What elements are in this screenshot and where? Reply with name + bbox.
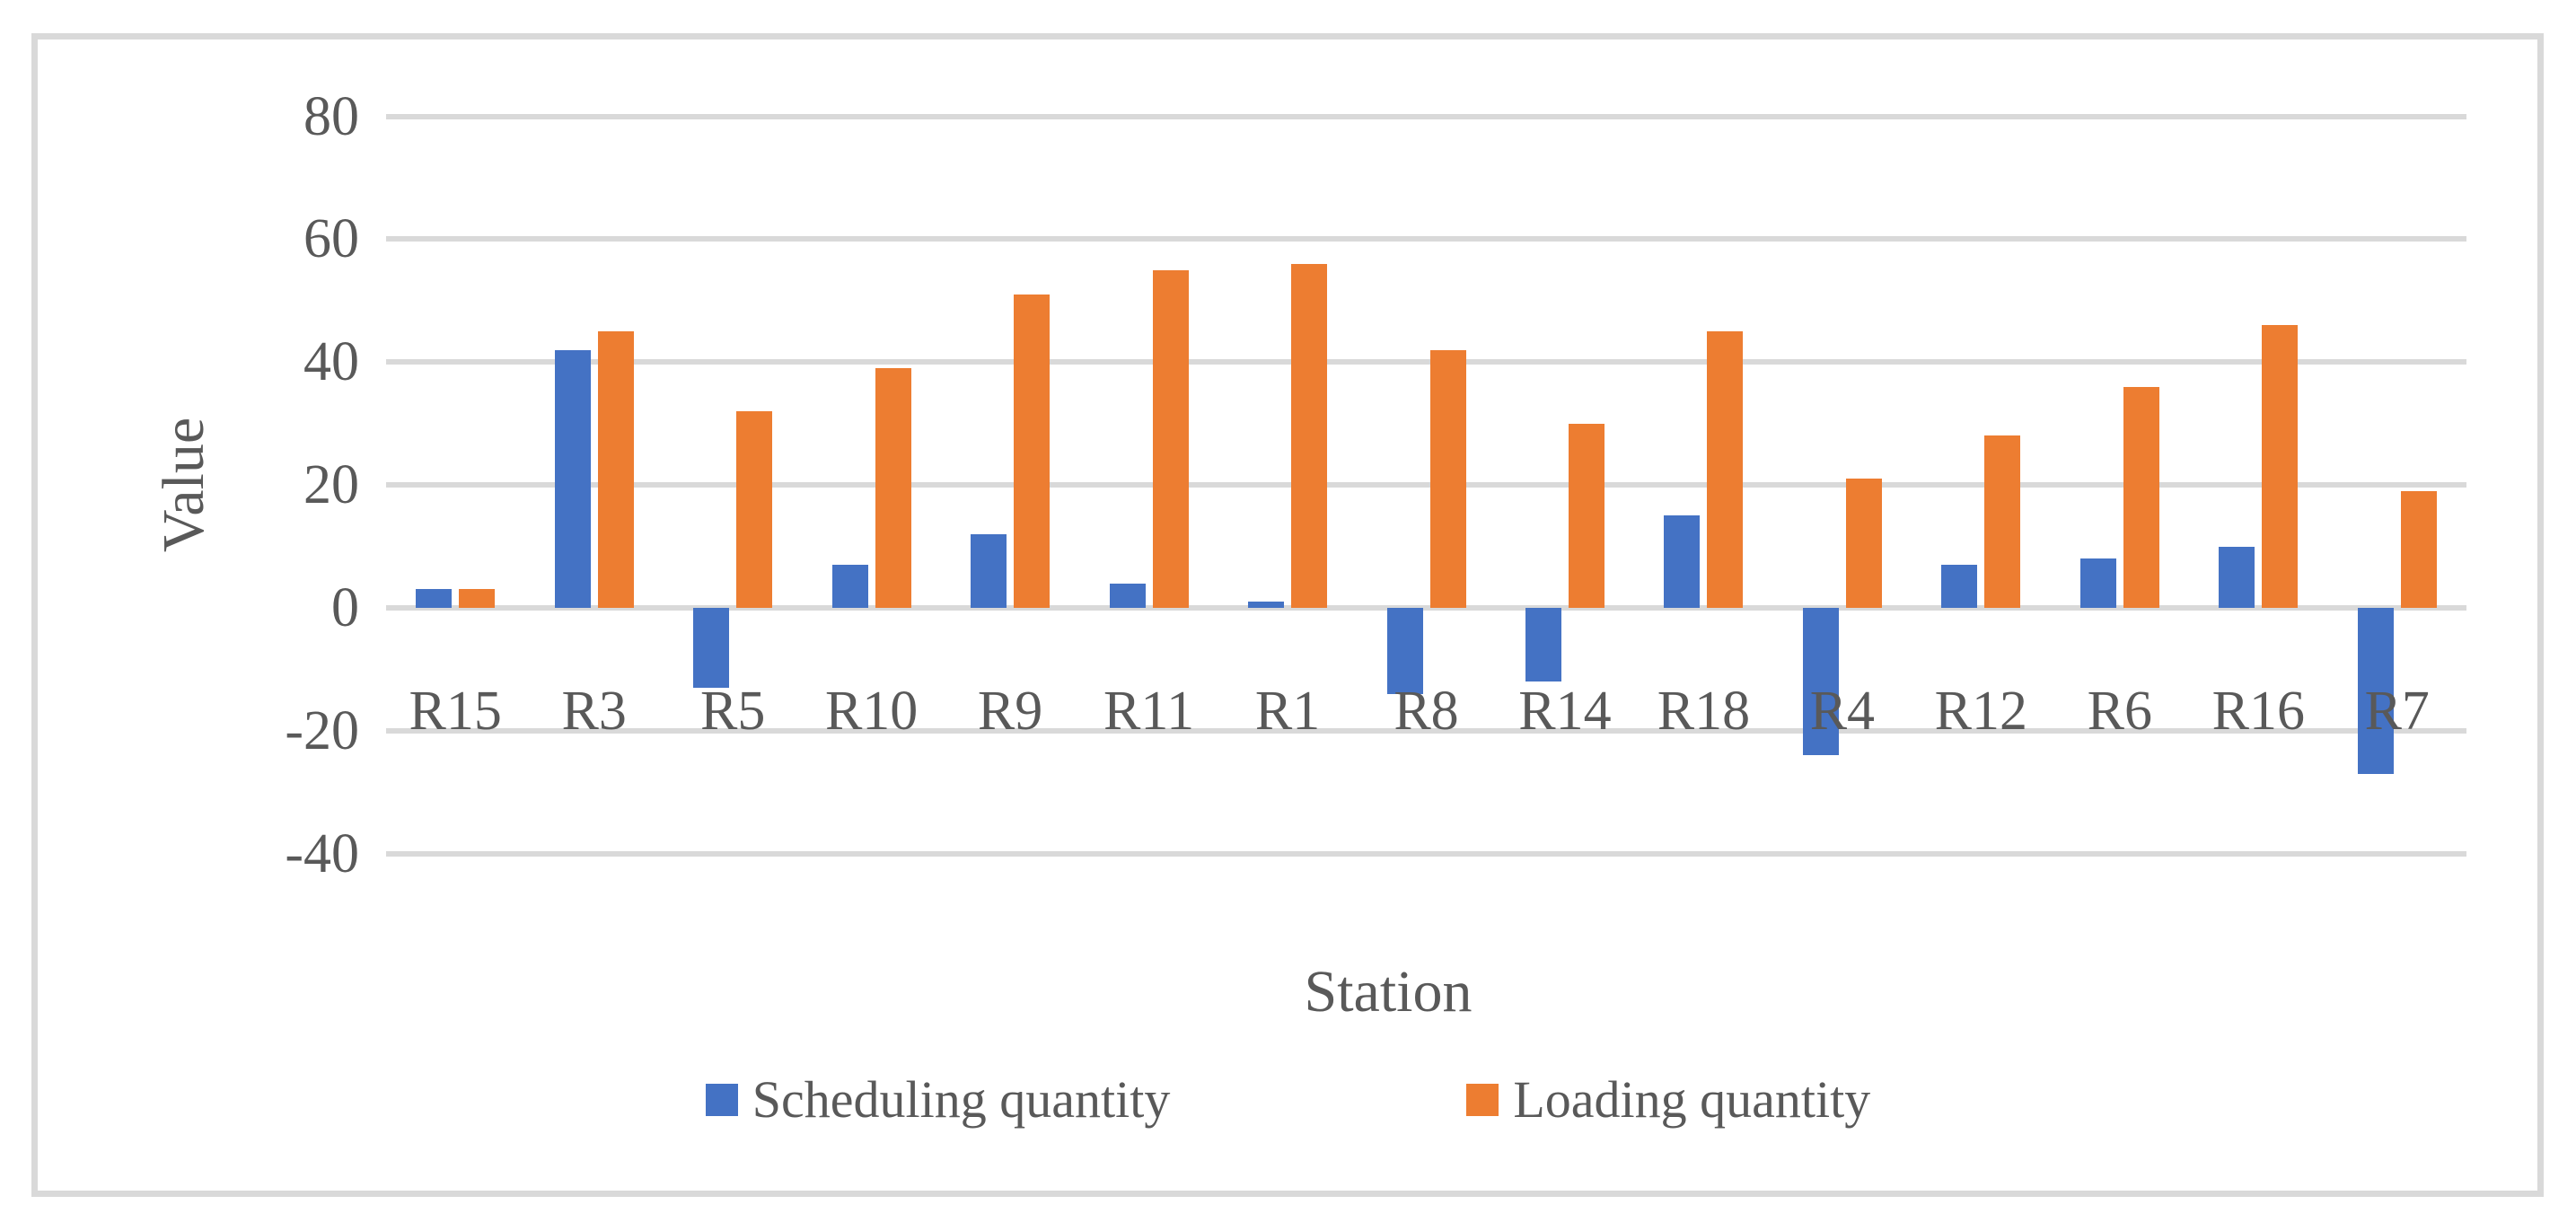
y-tick-label--20: -20 <box>285 699 359 761</box>
y-tick-label-80: 80 <box>303 85 359 147</box>
gridline-y--20 <box>386 727 2466 734</box>
bar-scheduling-R11 <box>1109 583 1146 608</box>
y-tick-label-60: 60 <box>303 208 359 270</box>
loading-series-label: Loading quantity <box>1513 1070 1871 1129</box>
bar-loading-R15 <box>459 589 496 608</box>
gridline-y-60 <box>386 236 2466 242</box>
bar-scheduling-R4 <box>1802 608 1839 756</box>
loading-series-swatch <box>1466 1084 1499 1116</box>
bar-scheduling-R15 <box>416 589 453 608</box>
y-tick-label-20: 20 <box>303 454 359 516</box>
bar-loading-R10 <box>875 368 911 608</box>
x-label-R3: R3 <box>561 681 627 742</box>
x-label-R7: R7 <box>2364 681 2430 742</box>
bar-loading-R8 <box>1429 349 1466 608</box>
bar-loading-R7 <box>2400 491 2437 608</box>
bar-loading-R12 <box>1984 435 2021 608</box>
legend-entry-scheduling: Scheduling quantity <box>705 1070 1171 1130</box>
x-label-R18: R18 <box>1657 681 1751 742</box>
y-tick-label-40: 40 <box>303 331 359 393</box>
x-label-R11: R11 <box>1103 681 1195 742</box>
bar-loading-R4 <box>1845 479 1882 608</box>
bar-loading-R14 <box>1568 423 1605 608</box>
bar-loading-R1 <box>1291 263 1328 608</box>
gridline-y-20 <box>386 482 2466 488</box>
bar-loading-R9 <box>1014 295 1051 608</box>
bar-scheduling-R10 <box>831 565 868 608</box>
bar-scheduling-R8 <box>1386 608 1423 694</box>
legend-entry-loading: Loading quantity <box>1466 1070 1870 1130</box>
bar-loading-R16 <box>2262 325 2299 608</box>
x-label-R8: R8 <box>1394 681 1459 742</box>
bar-loading-R6 <box>2123 386 2159 608</box>
bar-loading-R5 <box>736 411 773 608</box>
bar-scheduling-R18 <box>1664 515 1701 608</box>
bar-loading-R18 <box>1707 331 1744 608</box>
x-label-R16: R16 <box>2211 681 2305 742</box>
chart-frame <box>31 33 2544 1197</box>
y-tick-label--40: -40 <box>285 822 359 884</box>
x-label-R10: R10 <box>824 681 919 742</box>
bar-scheduling-R9 <box>971 533 1007 608</box>
bar-loading-R11 <box>1152 269 1189 608</box>
scheduling-series-swatch <box>705 1084 738 1116</box>
bar-scheduling-R7 <box>2357 608 2394 774</box>
x-label-R9: R9 <box>977 681 1043 742</box>
legend: Scheduling quantity Loading quantity <box>0 1070 2576 1130</box>
x-label-R14: R14 <box>1518 681 1612 742</box>
bar-scheduling-R12 <box>1941 565 1978 608</box>
x-axis-title: Station <box>1304 959 1473 1024</box>
x-label-R5: R5 <box>699 681 766 742</box>
bar-scheduling-R3 <box>554 349 591 608</box>
bar-scheduling-R16 <box>2219 546 2255 608</box>
bar-loading-R3 <box>597 331 634 608</box>
scheduling-series-label: Scheduling quantity <box>752 1070 1171 1129</box>
y-tick-label-0: 0 <box>331 577 359 638</box>
bar-scheduling-R1 <box>1248 602 1285 608</box>
gridline-y-40 <box>386 359 2466 365</box>
gridline-y--40 <box>386 850 2466 857</box>
x-label-R15: R15 <box>409 681 502 742</box>
x-label-R4: R4 <box>1809 681 1876 742</box>
x-label-R12: R12 <box>1934 681 2028 742</box>
x-label-R1: R1 <box>1254 681 1321 742</box>
bar-scheduling-R14 <box>1525 608 1561 682</box>
bar-scheduling-R6 <box>2079 558 2116 608</box>
gridline-y-80 <box>386 113 2466 119</box>
x-label-R6: R6 <box>2087 681 2152 742</box>
gridline-y-0 <box>386 605 2466 611</box>
bar-scheduling-R5 <box>693 608 730 688</box>
y-axis-title: Value <box>151 417 216 553</box>
